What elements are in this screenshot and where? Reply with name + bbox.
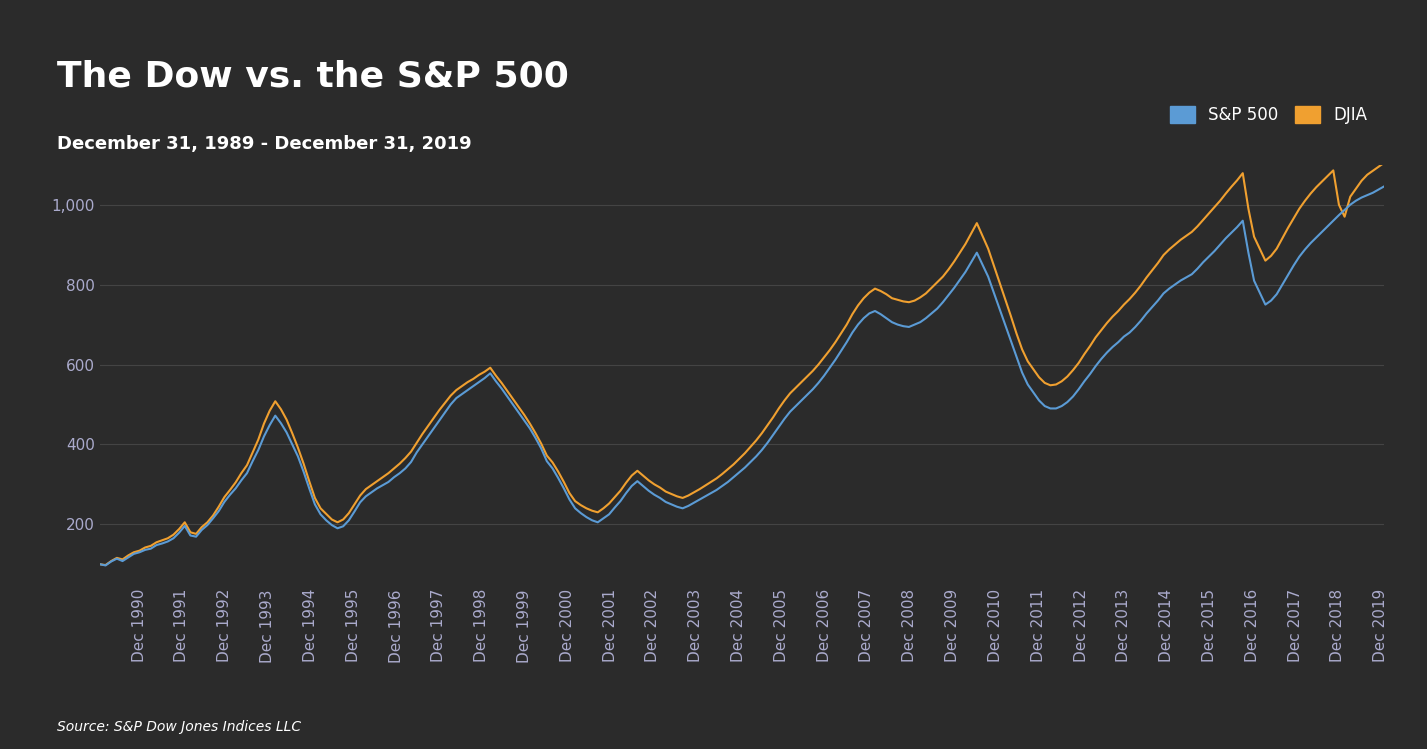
Line: S&P 500: S&P 500 — [100, 187, 1384, 565]
Text: December 31, 1989 - December 31, 2019: December 31, 1989 - December 31, 2019 — [57, 135, 472, 153]
Legend: S&P 500, DJIA: S&P 500, DJIA — [1162, 97, 1376, 133]
Line: DJIA: DJIA — [100, 163, 1384, 565]
Text: The Dow vs. the S&P 500: The Dow vs. the S&P 500 — [57, 60, 569, 94]
Text: Source: S&P Dow Jones Indices LLC: Source: S&P Dow Jones Indices LLC — [57, 720, 301, 734]
